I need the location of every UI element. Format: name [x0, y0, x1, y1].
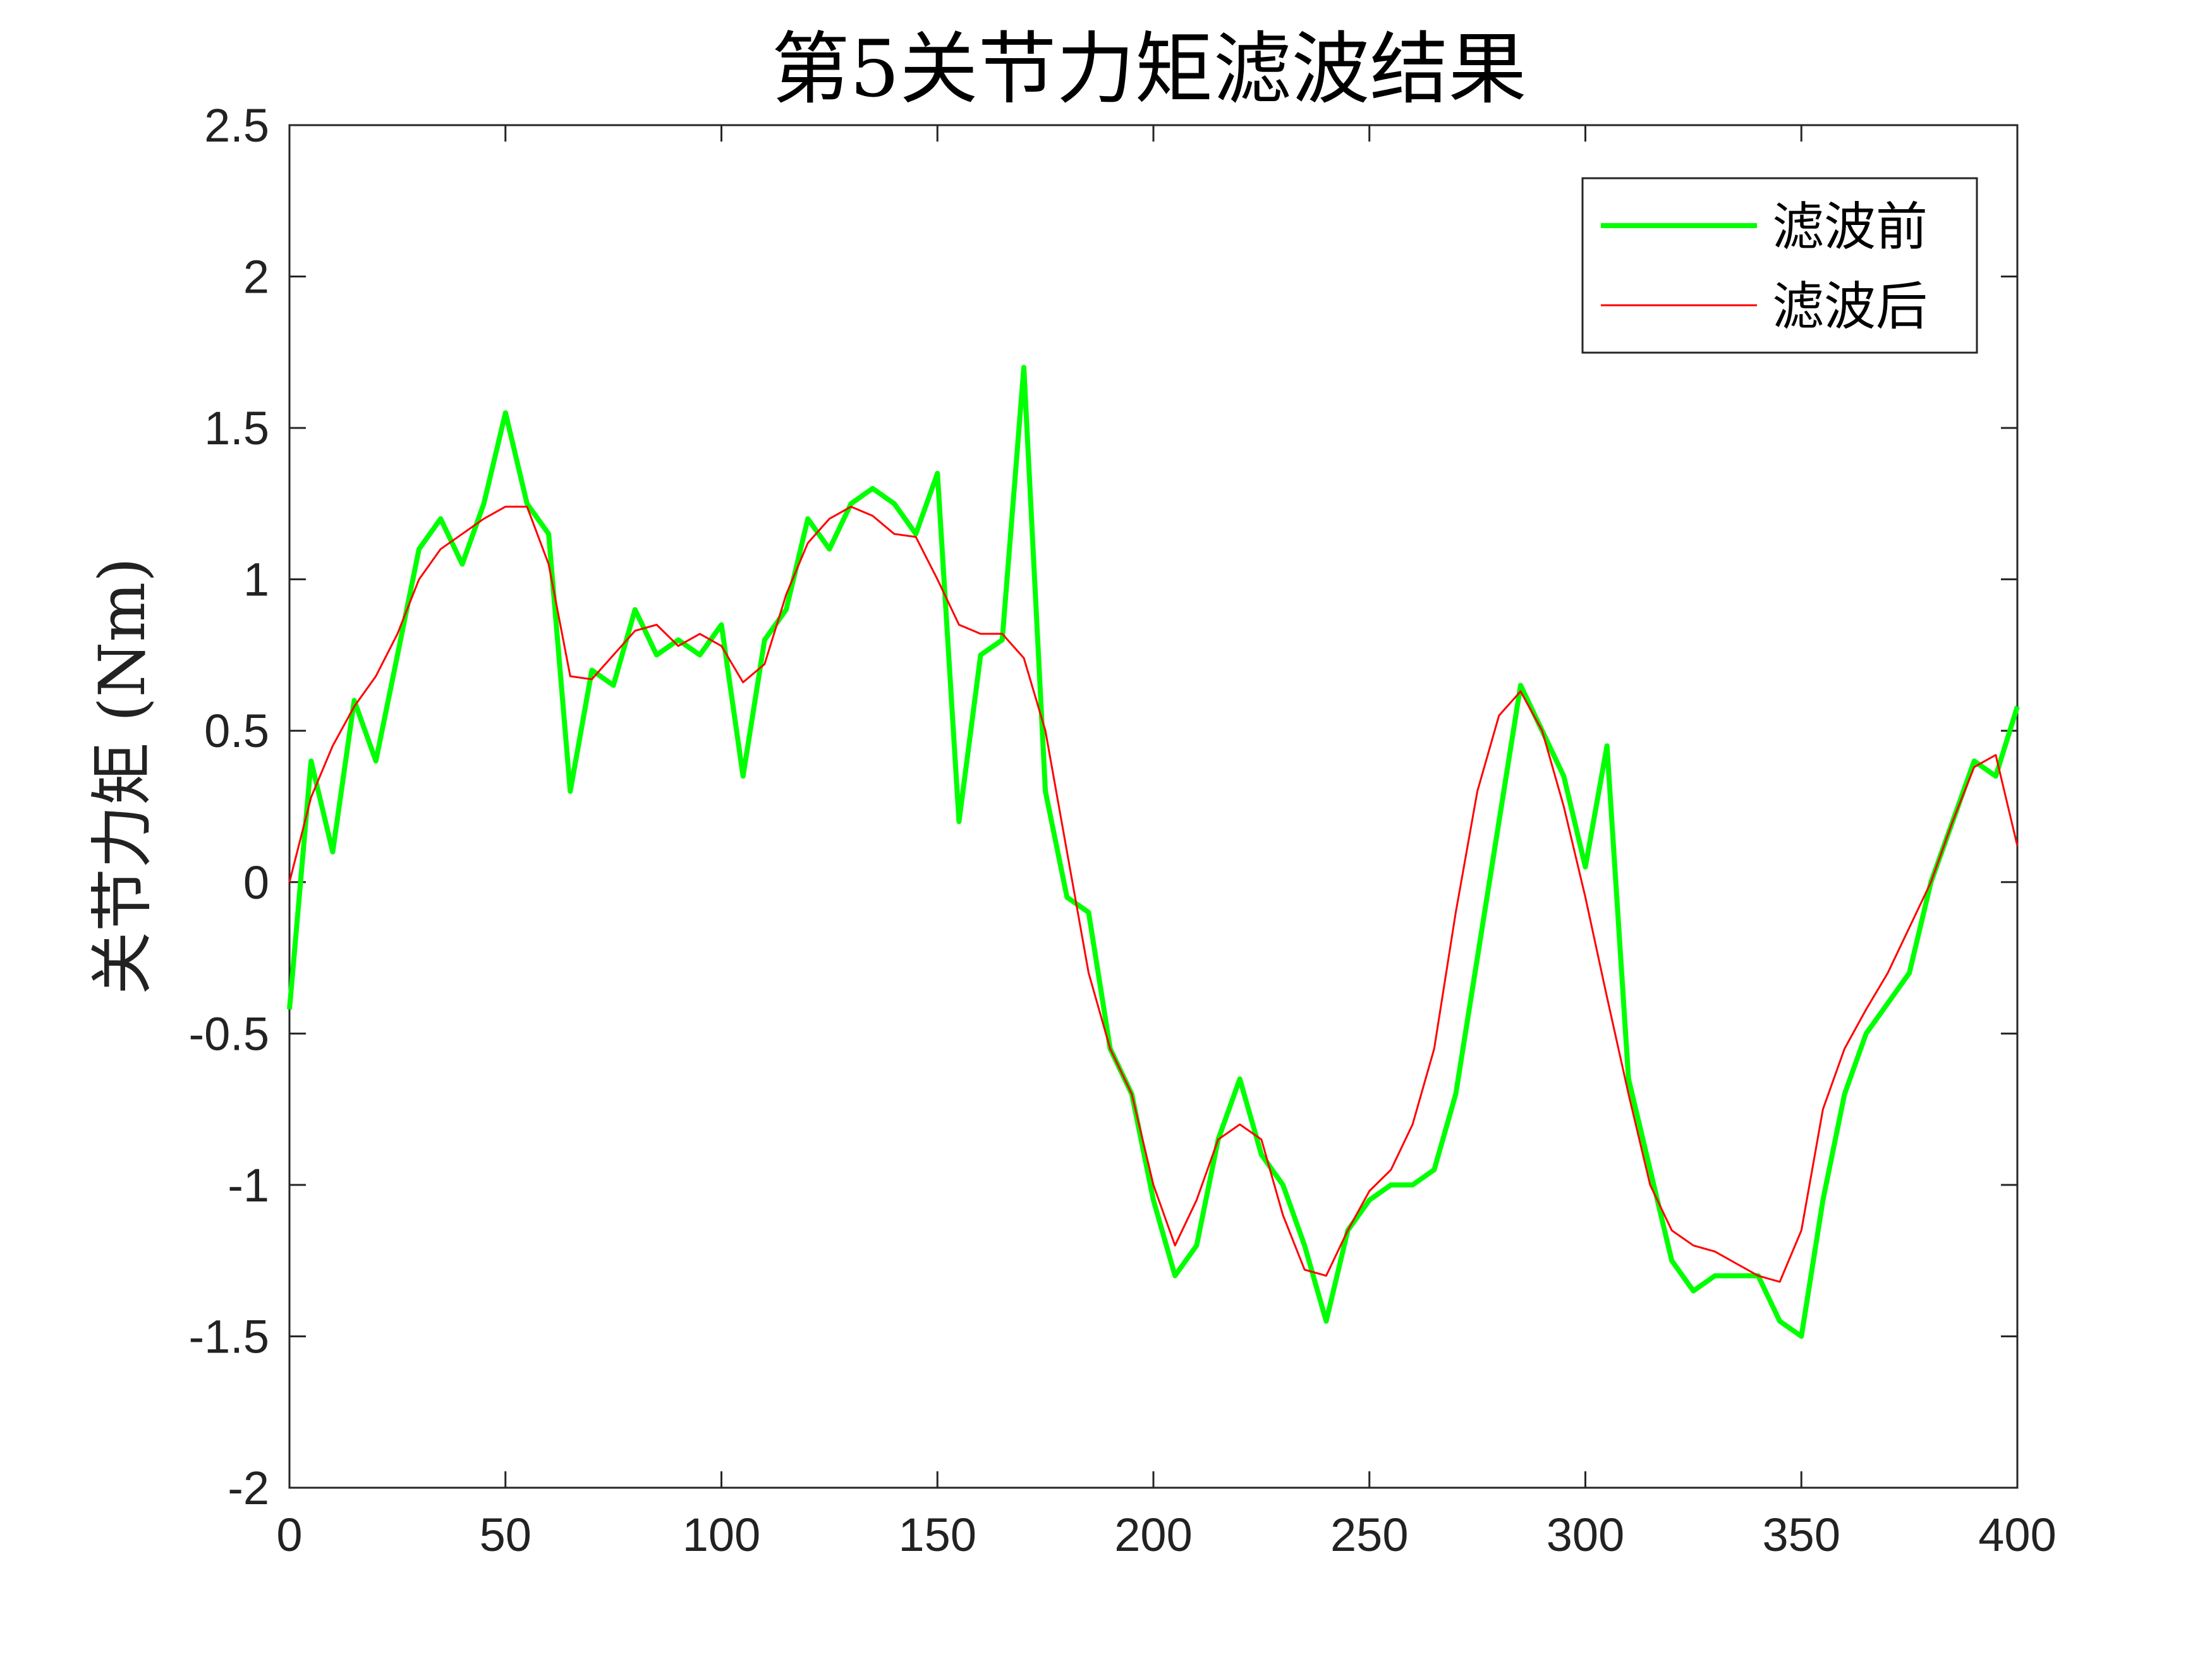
y-tick-label: 2.5: [204, 99, 269, 152]
x-tick-label: 50: [480, 1509, 532, 1561]
y-tick-label: 0.5: [204, 705, 269, 757]
x-tick-label: 200: [1114, 1509, 1192, 1561]
x-tick-label: 100: [683, 1509, 760, 1561]
x-tick-label: 400: [1978, 1509, 2056, 1561]
legend: 滤波前 滤波后: [1581, 177, 1978, 354]
legend-box: [1581, 177, 1978, 354]
y-tick-label: -1.5: [188, 1310, 269, 1363]
y-tick-label: -0.5: [188, 1007, 269, 1060]
y-tick-label: 1: [243, 554, 269, 606]
axis-ticks: 0 50 100 150 200 250 300 350 400 -2 -1.5 -1 -0.5 0 0.5…: [188, 99, 2056, 1561]
y-axis-label: 关节力矩 (Nm): [85, 557, 159, 995]
legend-label-filtered: 滤波后: [1772, 277, 1928, 337]
x-tick-label: 150: [899, 1509, 976, 1561]
series-layer: [287, 365, 2020, 1339]
y-tick-label: -2: [228, 1462, 269, 1514]
y-tick-label: -1: [228, 1159, 269, 1212]
legend-label-raw: 滤波前: [1772, 197, 1928, 257]
chart-title: 第5关节力矩滤波结果: [772, 24, 1527, 115]
x-tick-label: 0: [276, 1509, 302, 1561]
series-line-0: [287, 365, 2020, 1339]
y-tick-label: 2: [243, 251, 269, 303]
x-tick-label: 250: [1330, 1509, 1408, 1561]
x-tick-label: 300: [1547, 1509, 1624, 1561]
series-line-1: [288, 506, 2019, 1283]
y-tick-label: 0: [243, 856, 269, 909]
y-tick-label: 1.5: [204, 402, 269, 454]
x-tick-label: 350: [1763, 1509, 1840, 1561]
